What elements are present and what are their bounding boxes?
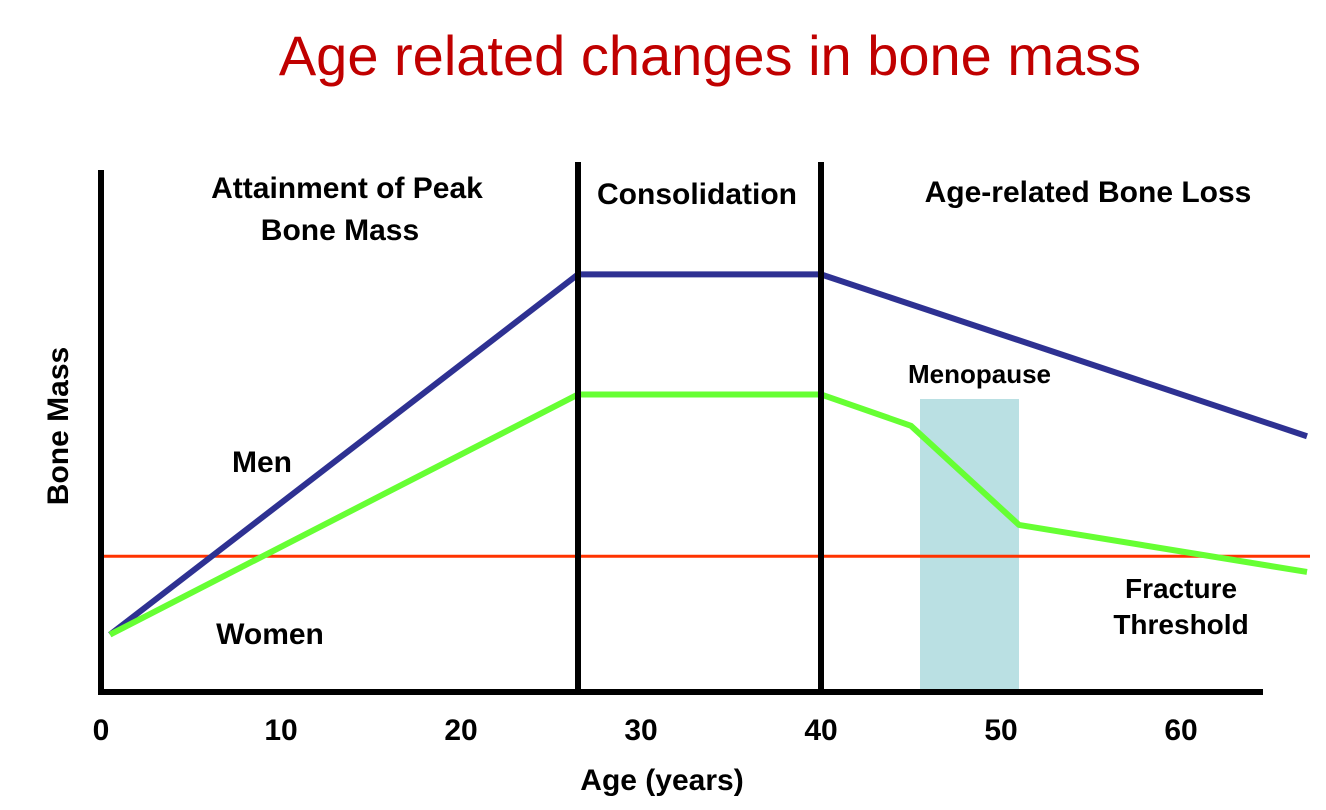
menopause-band xyxy=(920,399,1019,692)
chart-title: Age related changes in bone mass xyxy=(279,24,1141,87)
women-series-line xyxy=(108,391,1308,638)
x-tick-label-50: 50 xyxy=(984,714,1017,747)
x-tick-label-10: 10 xyxy=(264,714,297,747)
x-tick-label-30: 30 xyxy=(624,714,657,747)
x-tick-labels: 0 10 20 30 40 50 60 xyxy=(93,714,1198,747)
phase-label-consolidation: Consolidation xyxy=(597,178,797,211)
phase-label-attainment-line2: Bone Mass xyxy=(261,214,419,247)
x-tick-label-60: 60 xyxy=(1164,714,1197,747)
x-axis-label: Age (years) xyxy=(580,764,743,797)
x-tick-label-0: 0 xyxy=(93,714,110,747)
x-tick-label-20: 20 xyxy=(444,714,477,747)
men-series-line xyxy=(108,271,1308,637)
series-label-women: Women xyxy=(216,618,324,651)
y-axis-label: Bone Mass xyxy=(42,347,75,505)
phase-label-bone-loss: Age-related Bone Loss xyxy=(925,176,1252,209)
x-tick-label-40: 40 xyxy=(804,714,837,747)
series-label-men: Men xyxy=(232,446,292,479)
threshold-label-line1: Fracture xyxy=(1125,573,1237,604)
menopause-label: Menopause xyxy=(908,359,1051,389)
threshold-label-line2: Threshold xyxy=(1113,609,1248,640)
phase-label-attainment-line1: Attainment of Peak xyxy=(211,172,483,205)
